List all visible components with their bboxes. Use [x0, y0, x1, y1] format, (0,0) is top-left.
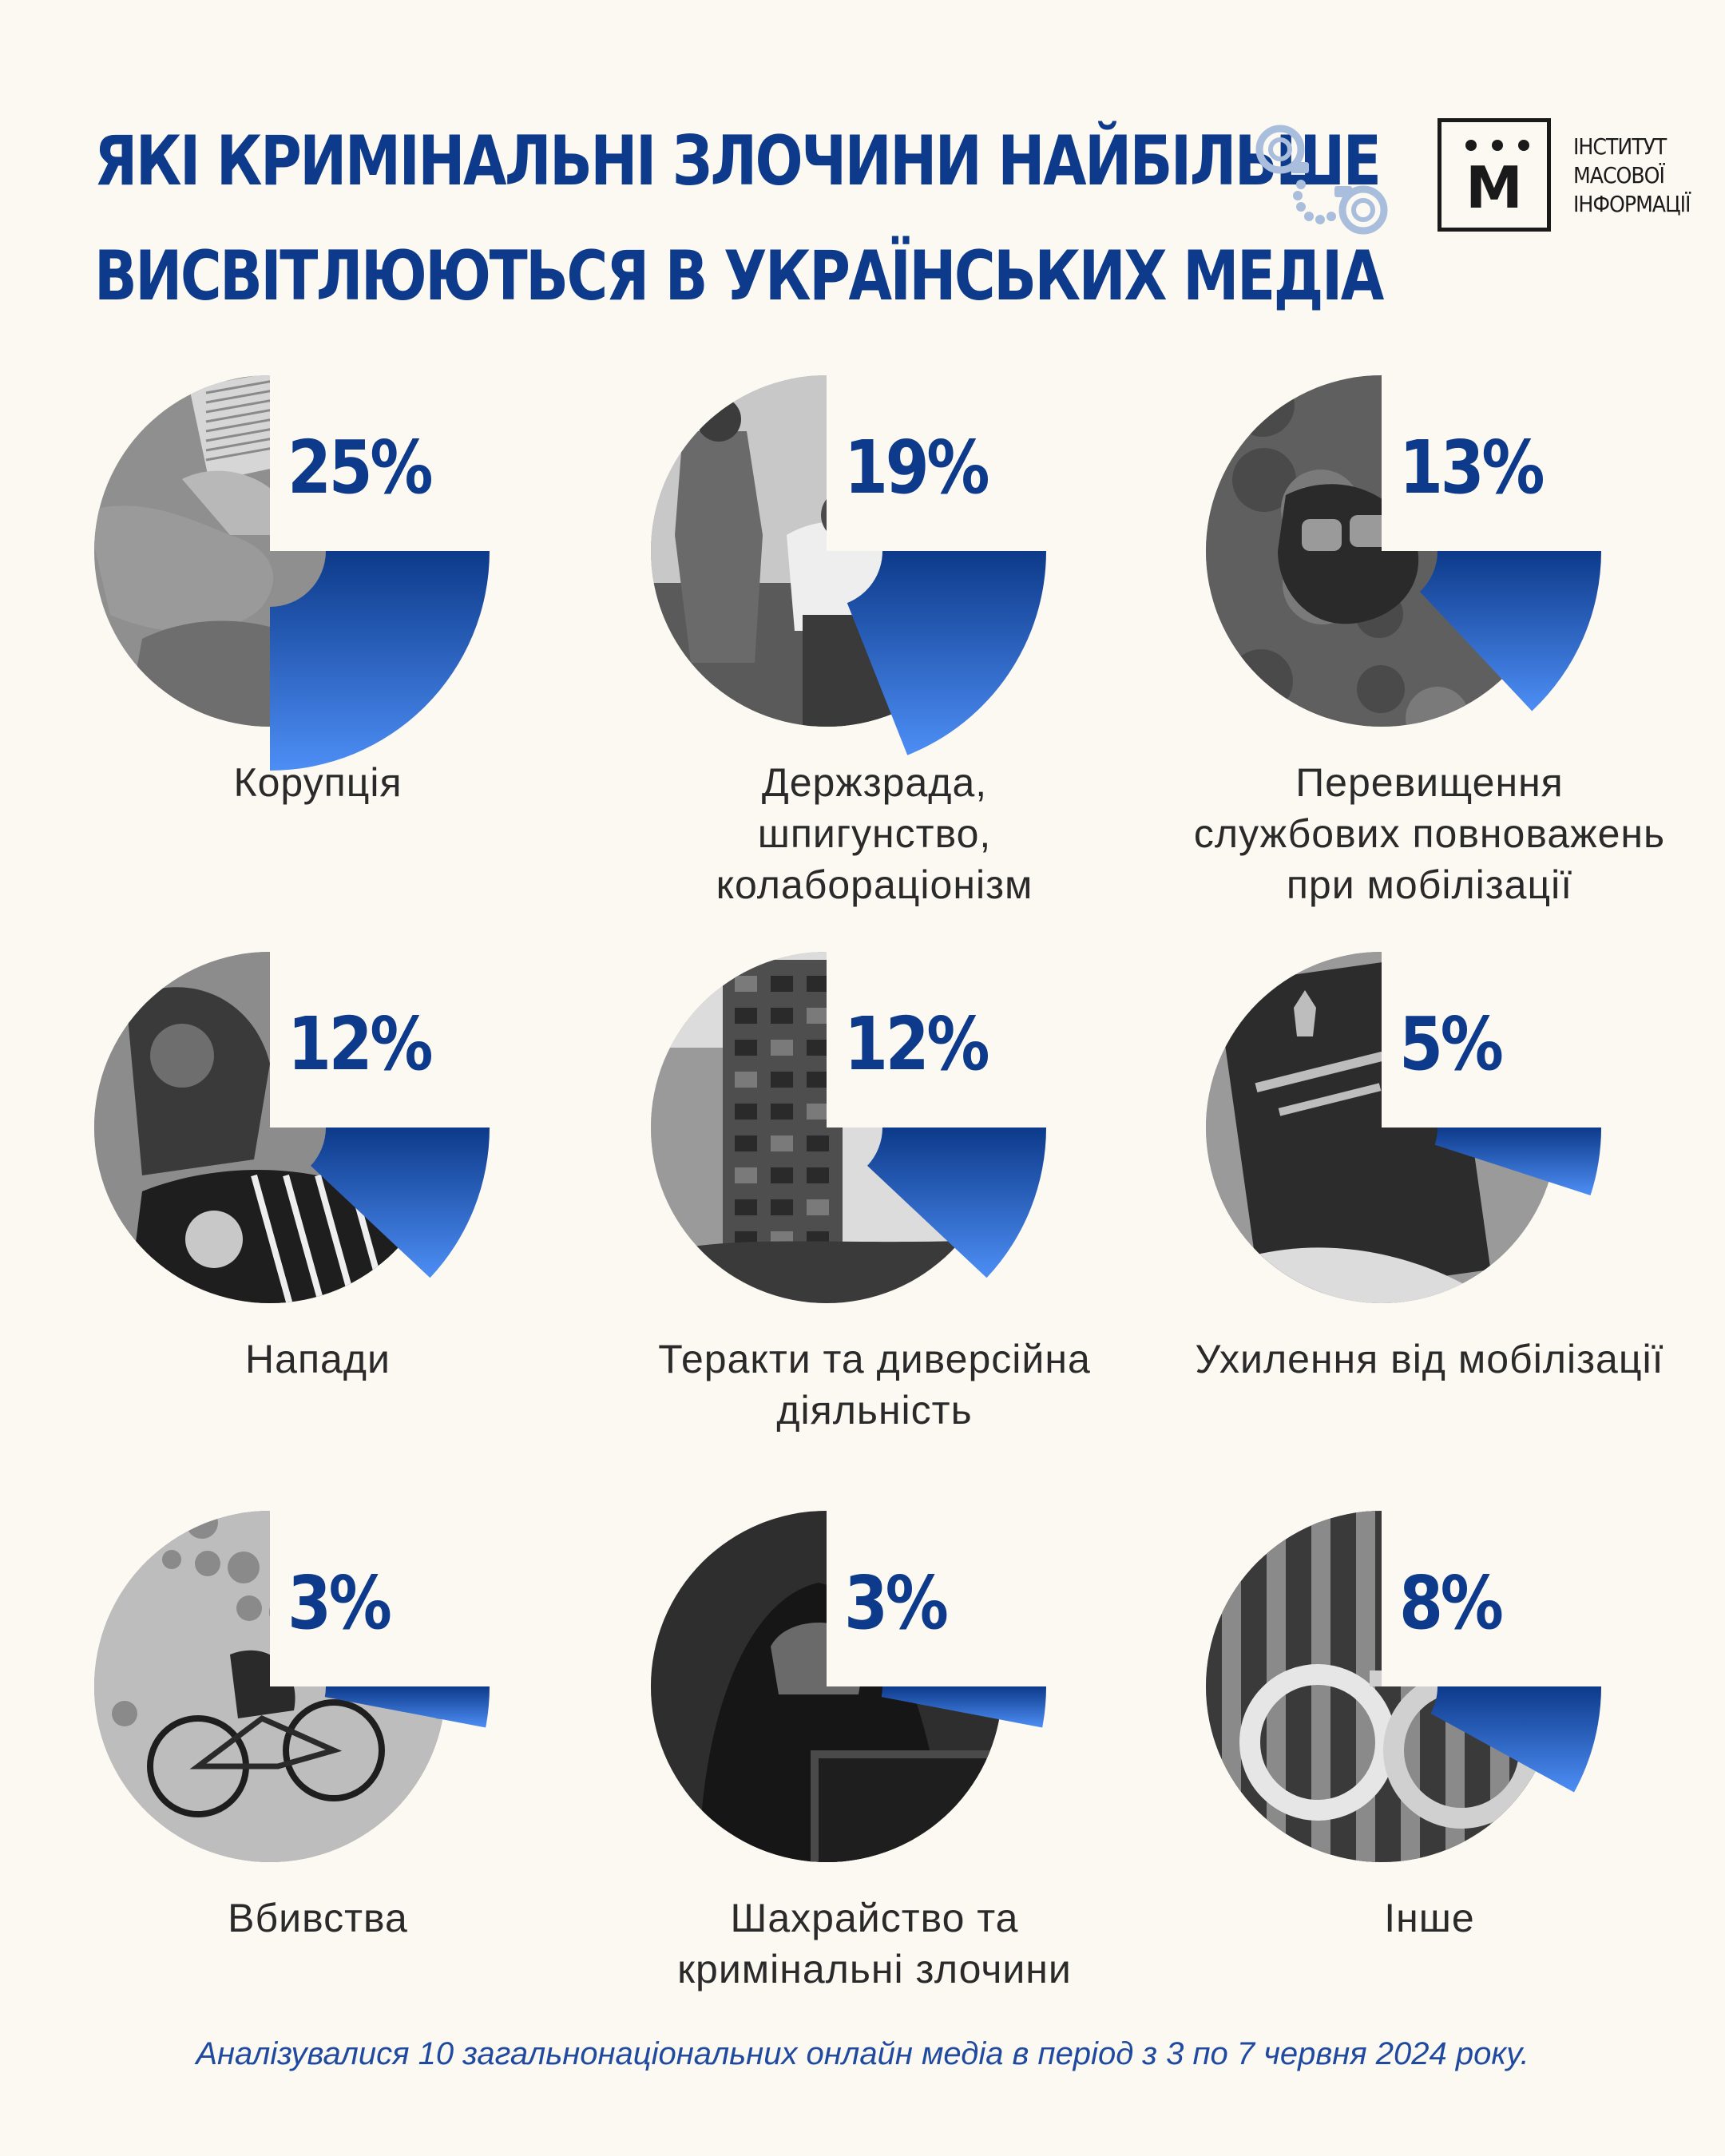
- category-label-line: службових повноважень: [1193, 811, 1666, 856]
- category-label: Теракти та диверсійна діяльність: [571, 1334, 1178, 1436]
- pie-chart: [651, 375, 1098, 755]
- chart-item: 12% Напади: [94, 952, 541, 1447]
- category-label-line: Перевищення: [1295, 760, 1564, 805]
- percent-value: 3%: [844, 1560, 949, 1646]
- logo-letter: М: [1465, 154, 1523, 221]
- chart-item: 3% Вбивства: [94, 1511, 541, 2006]
- category-label-line: Шахрайство та: [730, 1896, 1019, 1940]
- category-label-line: шпигунство,: [757, 811, 992, 856]
- value-wedge: [881, 1686, 1046, 1728]
- category-label: Ухилення від мобілізації: [1126, 1334, 1725, 1385]
- category-label-line: Корупція: [233, 760, 402, 805]
- pie-chart: [1206, 1511, 1653, 1862]
- value-wedge: [311, 1128, 490, 1278]
- percent-value: 5%: [1399, 1001, 1504, 1087]
- category-label: Інше: [1126, 1892, 1725, 1944]
- chart-item: 8% Інше: [1206, 1511, 1653, 2006]
- percent-value: 12%: [844, 1001, 990, 1087]
- photo-cutout: [827, 1511, 1098, 1686]
- photo-cutout: [1382, 1511, 1653, 1686]
- percent-value: 25%: [288, 425, 434, 510]
- category-label-line: Інше: [1384, 1896, 1475, 1940]
- chart-item: 13% Перевищення службових повноважень при м…: [1194, 375, 1664, 907]
- logo-mark: М: [1438, 118, 1551, 232]
- percent-value: 3%: [288, 1560, 392, 1646]
- logo-text: ІНСТИТУТ МАСОВОЇ ІНФОРМАЦІЇ: [1573, 133, 1691, 219]
- logo-text-line-2: МАСОВОЇ: [1573, 162, 1665, 188]
- category-label-line: Напади: [245, 1337, 391, 1381]
- pie-chart: [1206, 952, 1653, 1303]
- photo-cutout: [1382, 375, 1653, 551]
- logo-dots: [1465, 140, 1529, 153]
- category-label-line: Держзрада,: [761, 760, 988, 805]
- pie-chart: [651, 1511, 1098, 1862]
- category-label-line: кримінальні злочини: [677, 1947, 1072, 1992]
- percent-value: 19%: [844, 425, 990, 510]
- percent-value: 13%: [1399, 425, 1545, 510]
- chart-item: 3% Шахрайство та кримінальні злочини: [651, 1511, 1098, 2006]
- value-wedge: [1419, 551, 1601, 711]
- pie-chart: [94, 375, 541, 771]
- pie-chart: [94, 1511, 541, 1862]
- category-label-line: при мобілізації: [1286, 862, 1573, 907]
- category-label-line: Теракти та диверсійна: [658, 1337, 1091, 1381]
- logo-text-line-3: ІНФОРМАЦІЇ: [1573, 191, 1691, 217]
- photo-cutout: [1382, 952, 1653, 1128]
- category-label: Держзрада, шпигунство, колабораціонізм: [571, 757, 1178, 910]
- percent-value: 12%: [288, 1001, 434, 1087]
- category-label: Вбивства: [14, 1892, 621, 1944]
- pie-chart: [651, 952, 1098, 1303]
- chart-item: 12% Теракти та диверсійна діяльність: [651, 952, 1098, 1447]
- category-label-line: діяльність: [776, 1388, 973, 1433]
- category-label-line: Вбивства: [228, 1896, 408, 1940]
- photo-cutout: [270, 952, 541, 1128]
- photo-cutout: [270, 375, 541, 551]
- page-title: ЯКІ КРИМІНАЛЬНІ ЗЛОЧИНИ НАЙБІЛЬШЕ ВИСВІТ…: [94, 104, 1384, 334]
- chart-item: 25% Корупція: [94, 375, 541, 870]
- category-label: Перевищення службових повноважень при мобі…: [1126, 757, 1725, 910]
- chart-item: 19% Держзрада, шпигунство, колабораціонізм: [651, 375, 1098, 907]
- pie-chart: [94, 952, 541, 1303]
- category-label-line: колабораціонізм: [716, 862, 1033, 907]
- logo-text-line-1: ІНСТИТУТ: [1573, 133, 1667, 160]
- value-wedge: [270, 551, 490, 771]
- photo-cutout: [270, 1511, 541, 1686]
- category-label: Шахрайство та кримінальні злочини: [571, 1892, 1178, 1995]
- chart-item: 5% Ухилення від мобілізації: [1196, 952, 1663, 1447]
- pie-chart: [1206, 375, 1653, 727]
- photo-cutout: [827, 375, 1098, 551]
- value-wedge: [867, 1128, 1046, 1278]
- value-wedge: [1434, 1128, 1601, 1195]
- photo-cutout: [827, 952, 1098, 1128]
- value-wedge: [324, 1686, 490, 1728]
- title-line-1: ЯКІ КРИМІНАЛЬНІ ЗЛОЧИНИ НАЙБІЛЬШЕ: [94, 121, 1382, 201]
- footnote: Аналізувалися 10 загальнонаціональних он…: [196, 2036, 1529, 2071]
- category-label: Корупція: [14, 757, 621, 808]
- value-wedge: [847, 551, 1046, 755]
- category-label: Напади: [14, 1334, 621, 1385]
- title-line-2: ВИСВІТЛЮЮТЬСЯ В УКРАЇНСЬКИХ МЕДІА: [94, 236, 1384, 316]
- percent-value: 8%: [1399, 1560, 1504, 1646]
- value-wedge: [1430, 1686, 1601, 1793]
- handcuffs-icon: [1255, 125, 1388, 235]
- category-label-line: Ухилення від мобілізації: [1195, 1337, 1664, 1381]
